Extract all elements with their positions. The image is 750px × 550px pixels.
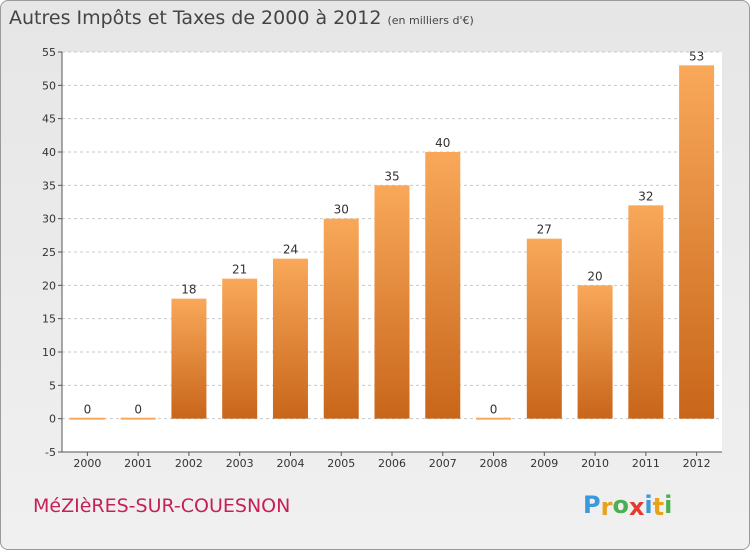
logo-letter: t xyxy=(652,493,665,521)
y-tick-label: 55 xyxy=(42,46,56,59)
y-tick-label: 20 xyxy=(42,279,56,292)
x-tick-label-2000: 2000 xyxy=(73,457,101,470)
bar-2004 xyxy=(272,258,308,419)
x-tick-label-2003: 2003 xyxy=(226,457,254,470)
logo-letter: r xyxy=(600,493,613,521)
y-tick-label: -5 xyxy=(45,446,56,459)
bar-2007 xyxy=(425,152,461,419)
bar-2006 xyxy=(374,185,410,419)
bar-2001 xyxy=(120,417,156,420)
proxiti-logo: Proxiti xyxy=(583,491,673,521)
x-tick-label-2006: 2006 xyxy=(378,457,406,470)
data-label-2004: 24 xyxy=(283,243,298,257)
logo-letter: i xyxy=(664,491,673,519)
bar-2012 xyxy=(679,65,715,419)
data-label-2001: 0 xyxy=(134,403,142,417)
y-tick-label: 30 xyxy=(42,213,56,226)
logo-letter: i xyxy=(644,491,653,519)
data-label-2006: 35 xyxy=(384,169,399,183)
x-tick-label-2009: 2009 xyxy=(530,457,558,470)
logo-letter: P xyxy=(583,491,601,519)
y-tick-label: 10 xyxy=(42,346,56,359)
bar-2008 xyxy=(476,417,512,420)
x-tick-label-2010: 2010 xyxy=(581,457,609,470)
logo-letter: o xyxy=(612,491,629,519)
data-label-2002: 18 xyxy=(181,283,196,297)
x-tick-label-2005: 2005 xyxy=(327,457,355,470)
data-label-2011: 32 xyxy=(638,189,653,203)
x-tick-label-2001: 2001 xyxy=(124,457,152,470)
data-label-2010: 20 xyxy=(587,269,602,283)
bar-2002 xyxy=(171,298,207,419)
y-tick-label: 45 xyxy=(42,113,56,126)
bar-2009 xyxy=(526,238,562,419)
chart-title-text: Autres Impôts et Taxes de 2000 à 2012 xyxy=(9,7,382,29)
x-tick-label-2011: 2011 xyxy=(632,457,660,470)
y-tick-label: 50 xyxy=(42,79,56,92)
x-tick-label-2002: 2002 xyxy=(175,457,203,470)
bar-2011 xyxy=(628,205,664,419)
bar-2010 xyxy=(577,285,613,419)
bar-2000 xyxy=(69,417,105,420)
logo-letter: x xyxy=(628,493,645,521)
y-tick-label: 0 xyxy=(49,413,56,426)
data-label-2009: 27 xyxy=(537,223,552,237)
bar-2003 xyxy=(222,278,258,419)
x-tick-label-2012: 2012 xyxy=(683,457,711,470)
x-tick-label-2008: 2008 xyxy=(480,457,508,470)
chart-title-unit: (en milliers d'€) xyxy=(387,14,474,27)
data-label-2007: 40 xyxy=(435,136,450,150)
y-tick-label: 40 xyxy=(42,146,56,159)
bar-2005 xyxy=(323,218,359,419)
chart-title: Autres Impôts et Taxes de 2000 à 2012 (en… xyxy=(9,7,474,29)
data-label-2005: 30 xyxy=(334,203,349,217)
data-label-2003: 21 xyxy=(232,263,247,277)
data-label-2000: 0 xyxy=(84,403,92,417)
y-tick-label: 25 xyxy=(42,246,56,259)
y-tick-label: 35 xyxy=(42,179,56,192)
y-tick-label: 5 xyxy=(49,379,56,392)
data-label-2008: 0 xyxy=(490,403,498,417)
x-tick-label-2007: 2007 xyxy=(429,457,457,470)
commune-name: MéZIèRES-SUR-COUESNON xyxy=(33,495,291,517)
data-label-2012: 53 xyxy=(689,49,704,63)
x-tick-label-2004: 2004 xyxy=(276,457,304,470)
y-tick-label: 15 xyxy=(42,313,56,326)
